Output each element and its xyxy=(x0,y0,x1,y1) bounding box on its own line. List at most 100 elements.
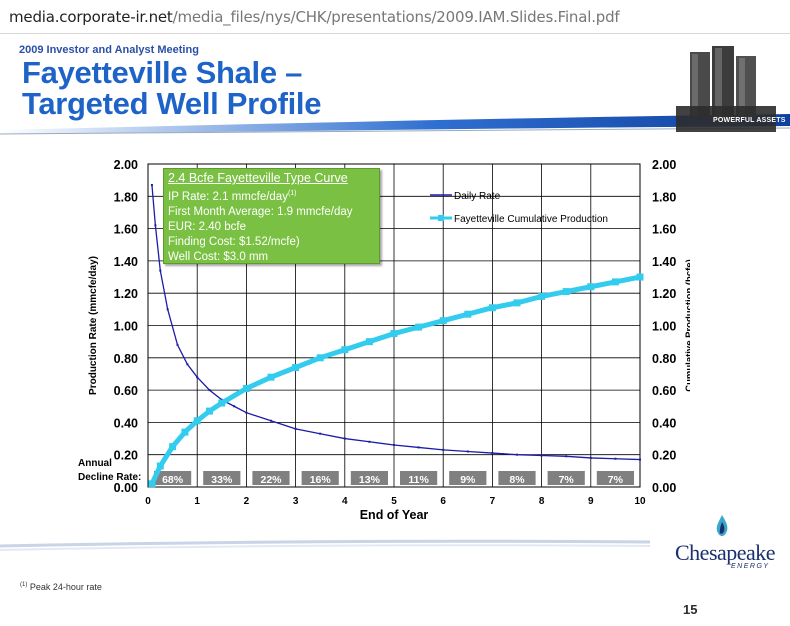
cumulative-point xyxy=(218,399,226,407)
cumulative-point xyxy=(415,323,423,331)
cumulative-point xyxy=(636,273,644,281)
y2-tick-label: 0.60 xyxy=(652,384,676,398)
slide-title-line2: Targeted Well Profile xyxy=(22,86,322,121)
cumulative-point xyxy=(242,384,250,392)
daily-rate-point xyxy=(176,343,179,346)
daily-rate-point xyxy=(186,363,189,366)
x-tick-label: 1 xyxy=(194,496,200,507)
x-tick-label: 0 xyxy=(145,496,151,507)
x-tick-label: 2 xyxy=(244,496,250,507)
daily-rate-point xyxy=(294,427,297,430)
daily-rate-point xyxy=(565,455,568,458)
y-axis-title: Production Rate (mmcfe/day) xyxy=(88,256,99,395)
legend-daily-rate-label: Daily Rate xyxy=(454,191,501,202)
daily-rate-point xyxy=(166,308,169,311)
cumulative-point xyxy=(267,373,275,381)
powerful-assets-label: POWERFUL ASSETS xyxy=(713,117,786,124)
type-curve-well-cost: Well Cost: $3.0 mm xyxy=(168,250,269,263)
decline-bar xyxy=(449,471,487,485)
chesapeake-flame-icon xyxy=(716,515,728,536)
y2-tick-label: 0.00 xyxy=(652,481,676,495)
axes: 0.00 0.20 0.40 0.60 0.80 1.00 1.20 1.40 1.60 1.80… xyxy=(78,158,690,522)
daily-rate-point xyxy=(154,224,157,227)
x-axis-title: End of Year xyxy=(360,508,429,522)
x-tick-label: 6 xyxy=(440,496,446,507)
decline-bar-label: 11% xyxy=(408,474,429,486)
decline-bar xyxy=(547,471,585,485)
x-tick-label: 4 xyxy=(342,496,348,507)
daily-rate-point xyxy=(196,376,199,379)
cumulative-point xyxy=(292,363,300,371)
daily-rate-point xyxy=(516,453,518,456)
cumulative-point xyxy=(439,317,447,325)
decline-bar-label: 7% xyxy=(608,474,624,486)
decline-rate-label-2: Decline Rate: xyxy=(78,472,141,483)
daily-rate-point xyxy=(233,405,236,408)
cumulative-point xyxy=(148,480,156,488)
y2-tick-label: 0.20 xyxy=(652,449,676,463)
daily-rate-point xyxy=(368,440,371,443)
x-tick-label: 9 xyxy=(588,496,594,507)
y2-tick-label: 2.00 xyxy=(652,158,676,172)
type-curve-finding-cost: Finding Cost: $1.52/mcfe) xyxy=(168,235,300,248)
cumulative-point xyxy=(538,292,546,300)
cumulative-point xyxy=(513,299,521,307)
decline-bar-label: 9% xyxy=(460,474,476,486)
url-path: /media_files/nys/CHK/presentations/2009.… xyxy=(172,8,620,26)
slide-kicker: 2009 Investor and Analyst Meeting xyxy=(19,44,199,56)
slide-title-line1: Fayetteville Shale – xyxy=(22,55,303,90)
cumulative-point xyxy=(206,407,213,415)
url-host: media.corporate-ir.net xyxy=(9,8,173,26)
x-tick-label: 8 xyxy=(539,496,545,507)
decline-bar xyxy=(252,471,290,485)
daily-rate-point xyxy=(589,456,592,459)
cumulative-point xyxy=(562,288,570,296)
type-curve-ip-rate: IP Rate: 2.1 mmcfe/day(1) xyxy=(168,186,375,205)
type-curve-first-month: First Month Average: 1.9 mmcfe/day xyxy=(168,205,353,218)
y-tick-label: 2.00 xyxy=(114,158,138,172)
cumulative-point xyxy=(193,417,201,425)
x-tick-label: 10 xyxy=(634,496,646,507)
cumulative-point xyxy=(611,278,619,286)
y2-tick-label: 0.80 xyxy=(652,352,676,366)
decline-bar-label: 16% xyxy=(310,474,332,486)
page-number: 15 xyxy=(683,602,698,617)
company-logo-sub: ENERGY xyxy=(731,563,770,570)
decline-bar xyxy=(350,471,388,485)
cumulative-point xyxy=(181,428,189,436)
x-tick-label: 5 xyxy=(391,496,397,507)
cumulative-point xyxy=(341,346,349,354)
decline-bar xyxy=(154,471,192,485)
y2-tick-label: 0.40 xyxy=(652,416,676,430)
cumulative-point xyxy=(156,462,164,470)
y2-tick-label: 1.20 xyxy=(652,287,676,301)
cumulative-point xyxy=(390,330,398,338)
footer-swoosh xyxy=(0,539,651,551)
decline-bar xyxy=(301,471,339,485)
decline-bars: 68% 33% 22% 16% 13% 11% 9% 8% 7% 7% xyxy=(154,471,634,486)
url-text[interactable]: media.corporate-ir.net/media_files/nys/C… xyxy=(9,8,620,26)
y-tick-label: 0.20 xyxy=(114,449,138,463)
y-tick-label: 0.00 xyxy=(114,481,138,495)
company-logo-text: Chesapeake xyxy=(675,540,776,565)
cumulative-point xyxy=(365,338,373,346)
daily-rate-point xyxy=(393,444,395,447)
decline-bar-label: 7% xyxy=(559,474,575,486)
address-bar[interactable]: media.corporate-ir.net/media_files/nys/C… xyxy=(0,0,790,34)
decline-bar-label: 8% xyxy=(509,474,525,486)
x-tick-label: 3 xyxy=(293,496,299,507)
type-curve-box: 2.4 Bcfe Fayetteville Type Curve IP Rate… xyxy=(163,168,380,264)
legend-cumulative-marker xyxy=(438,215,444,221)
y2-tick-label: 1.40 xyxy=(652,255,676,269)
decline-bar xyxy=(596,471,634,485)
y-tick-label: 1.80 xyxy=(114,190,138,204)
y-tick-label: 1.00 xyxy=(114,320,138,334)
y-tick-label: 0.60 xyxy=(114,384,138,398)
legend: Daily Rate Fayetteville Cumulative Produc… xyxy=(430,191,608,225)
cumulative-point xyxy=(464,310,472,318)
y-tick-label: 0.80 xyxy=(114,352,138,366)
decline-bar xyxy=(498,471,536,485)
decline-rate-label-1: Annual xyxy=(78,458,112,469)
y2-tick-label: 1.60 xyxy=(652,223,676,237)
daily-rate-point xyxy=(417,446,420,449)
